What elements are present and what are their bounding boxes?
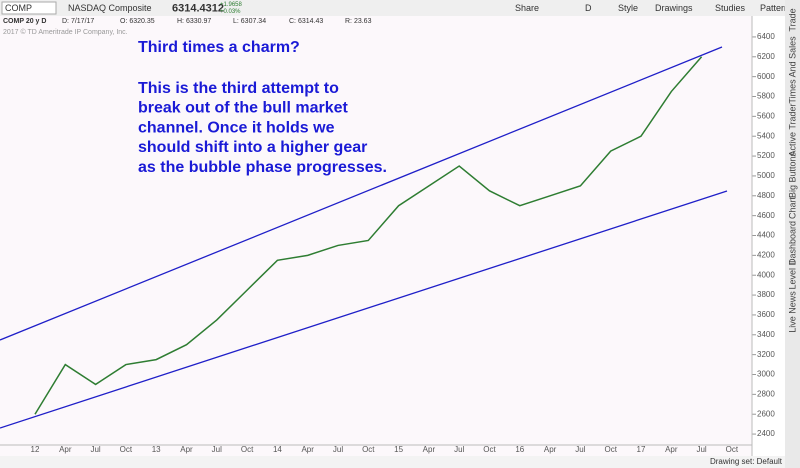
x-tick-label: Oct xyxy=(604,445,617,454)
toolbar-button[interactable]: Patterns xyxy=(760,3,794,13)
upper-channel-line xyxy=(0,46,723,341)
toolbar-button[interactable]: Share xyxy=(515,3,539,13)
sidebar-tab[interactable]: Trade xyxy=(787,8,797,31)
x-tick-label: Apr xyxy=(544,445,557,454)
annotation-line: break out of the bull market xyxy=(138,100,348,117)
last-price: 6314.4312 xyxy=(172,2,224,14)
x-tick-label: 13 xyxy=(152,445,161,454)
x-tick-label: 14 xyxy=(273,445,282,454)
y-tick-label: 5000 xyxy=(757,171,775,180)
y-tick-label: 6000 xyxy=(757,72,775,81)
y-tick-label: 2800 xyxy=(757,389,775,398)
change-pct: +0.03% xyxy=(220,9,241,15)
x-tick-label: 16 xyxy=(515,445,524,454)
y-tick-label: 3200 xyxy=(757,350,775,359)
symbol-box[interactable] xyxy=(1,1,57,15)
sidebar-tab[interactable]: Chart xyxy=(787,197,797,220)
y-tick-label: 5400 xyxy=(757,131,775,140)
sidebar-tab[interactable]: Times And Sales xyxy=(787,36,797,104)
ohlc-field: R: 23.63 xyxy=(345,18,372,25)
price-chart: 2400 2600 2800 3000 3200 3400 3600 3800 4000 4200… xyxy=(0,16,775,456)
chart-label: COMP 20 y D xyxy=(3,18,46,25)
y-tick-label: 3400 xyxy=(757,330,775,339)
x-tick-label: Apr xyxy=(180,445,193,454)
sidebar-tab[interactable]: Active Trader xyxy=(787,103,797,156)
toolbar-button[interactable]: Studies xyxy=(715,3,746,13)
ohlc-field: L: 6307.34 xyxy=(233,18,266,25)
chart-header: D: 7/17/17 O: 6320.35 H: 6330.97 L: 6307.34… xyxy=(62,18,372,25)
change: +1.9658 xyxy=(220,2,243,8)
y-tick-label: 2600 xyxy=(757,409,775,418)
y-tick-label: 5600 xyxy=(757,111,775,120)
x-tick-label: Jul xyxy=(90,445,100,454)
annotation-title: Third times a charm? xyxy=(138,39,300,56)
ohlc-field: H: 6330.97 xyxy=(177,18,211,25)
toolbar-buttons: Share D Style Drawings Studies Patterns xyxy=(515,3,794,13)
y-tick-label: 5200 xyxy=(757,151,775,160)
price-line xyxy=(34,56,703,415)
y-tick-label: 5800 xyxy=(757,92,775,101)
ohlc-field: D: 7/17/17 xyxy=(62,18,94,25)
x-tick-label: Jul xyxy=(333,445,343,454)
annotation: This is the third attempt to break out of… xyxy=(138,80,387,176)
sidebar xyxy=(785,0,800,468)
x-tick-label: Oct xyxy=(120,445,133,454)
toolbar-button[interactable]: Style xyxy=(618,3,638,13)
drawing-set[interactable]: Drawing set: Default xyxy=(710,457,783,466)
x-tick-label: Apr xyxy=(665,445,678,454)
x-tick-label: Oct xyxy=(483,445,496,454)
y-tick-label: 4200 xyxy=(757,250,775,259)
x-tick-label: Jul xyxy=(575,445,585,454)
sidebar-tab[interactable]: Live News xyxy=(787,291,797,333)
ohlc-field: O: 6320.35 xyxy=(120,18,155,25)
y-tick-label: 6200 xyxy=(757,52,775,61)
lower-channel-line xyxy=(0,190,728,429)
annotation-line: channel. Once it holds we xyxy=(138,119,335,136)
y-tick-label: 2400 xyxy=(757,429,775,438)
x-tick-label: 15 xyxy=(394,445,403,454)
sidebar-tab[interactable]: Big Buttons xyxy=(787,151,797,198)
y-tick-label: 4800 xyxy=(757,191,775,200)
x-tick-label: Apr xyxy=(423,445,436,454)
annotation-line: should shift into a higher gear xyxy=(138,139,367,156)
x-tick-label: Apr xyxy=(59,445,72,454)
y-tick-label: 6400 xyxy=(757,32,775,41)
toolbar-button[interactable]: D xyxy=(585,3,592,13)
y-tick-label: 3000 xyxy=(757,370,775,379)
sidebar-tab[interactable]: Level II xyxy=(787,260,797,289)
symbol: COMP xyxy=(5,3,32,13)
instrument-name: NASDAQ Composite xyxy=(68,3,152,13)
y-tick-label: 3600 xyxy=(757,310,775,319)
x-tick-label: 12 xyxy=(31,445,40,454)
annotation-line: This is the third attempt to xyxy=(138,80,339,97)
y-tick-label: 4600 xyxy=(757,211,775,220)
footer xyxy=(0,456,785,468)
x-tick-label: Jul xyxy=(454,445,464,454)
ohlc-field: C: 6314.43 xyxy=(289,18,323,25)
plot-area xyxy=(0,16,752,456)
x-tick-label: Oct xyxy=(241,445,254,454)
copyright: 2017 © TD Ameritrade IP Company, Inc. xyxy=(3,28,128,36)
y-tick-label: 4000 xyxy=(757,270,775,279)
toolbar-button[interactable]: Drawings xyxy=(655,3,693,13)
y-tick-label: 4400 xyxy=(757,231,775,240)
x-tick-label: 17 xyxy=(637,445,646,454)
x-tick-label: Oct xyxy=(362,445,375,454)
x-tick-label: Jul xyxy=(696,445,706,454)
x-tick-label: Jul xyxy=(212,445,222,454)
sidebar-tab[interactable]: Dashboard xyxy=(787,221,797,265)
y-tick-label: 3800 xyxy=(757,290,775,299)
annotation-line: as the bubble phase progresses. xyxy=(138,159,387,176)
x-tick-label: Apr xyxy=(301,445,314,454)
toolbar xyxy=(0,0,785,16)
x-tick-label: Oct xyxy=(726,445,739,454)
